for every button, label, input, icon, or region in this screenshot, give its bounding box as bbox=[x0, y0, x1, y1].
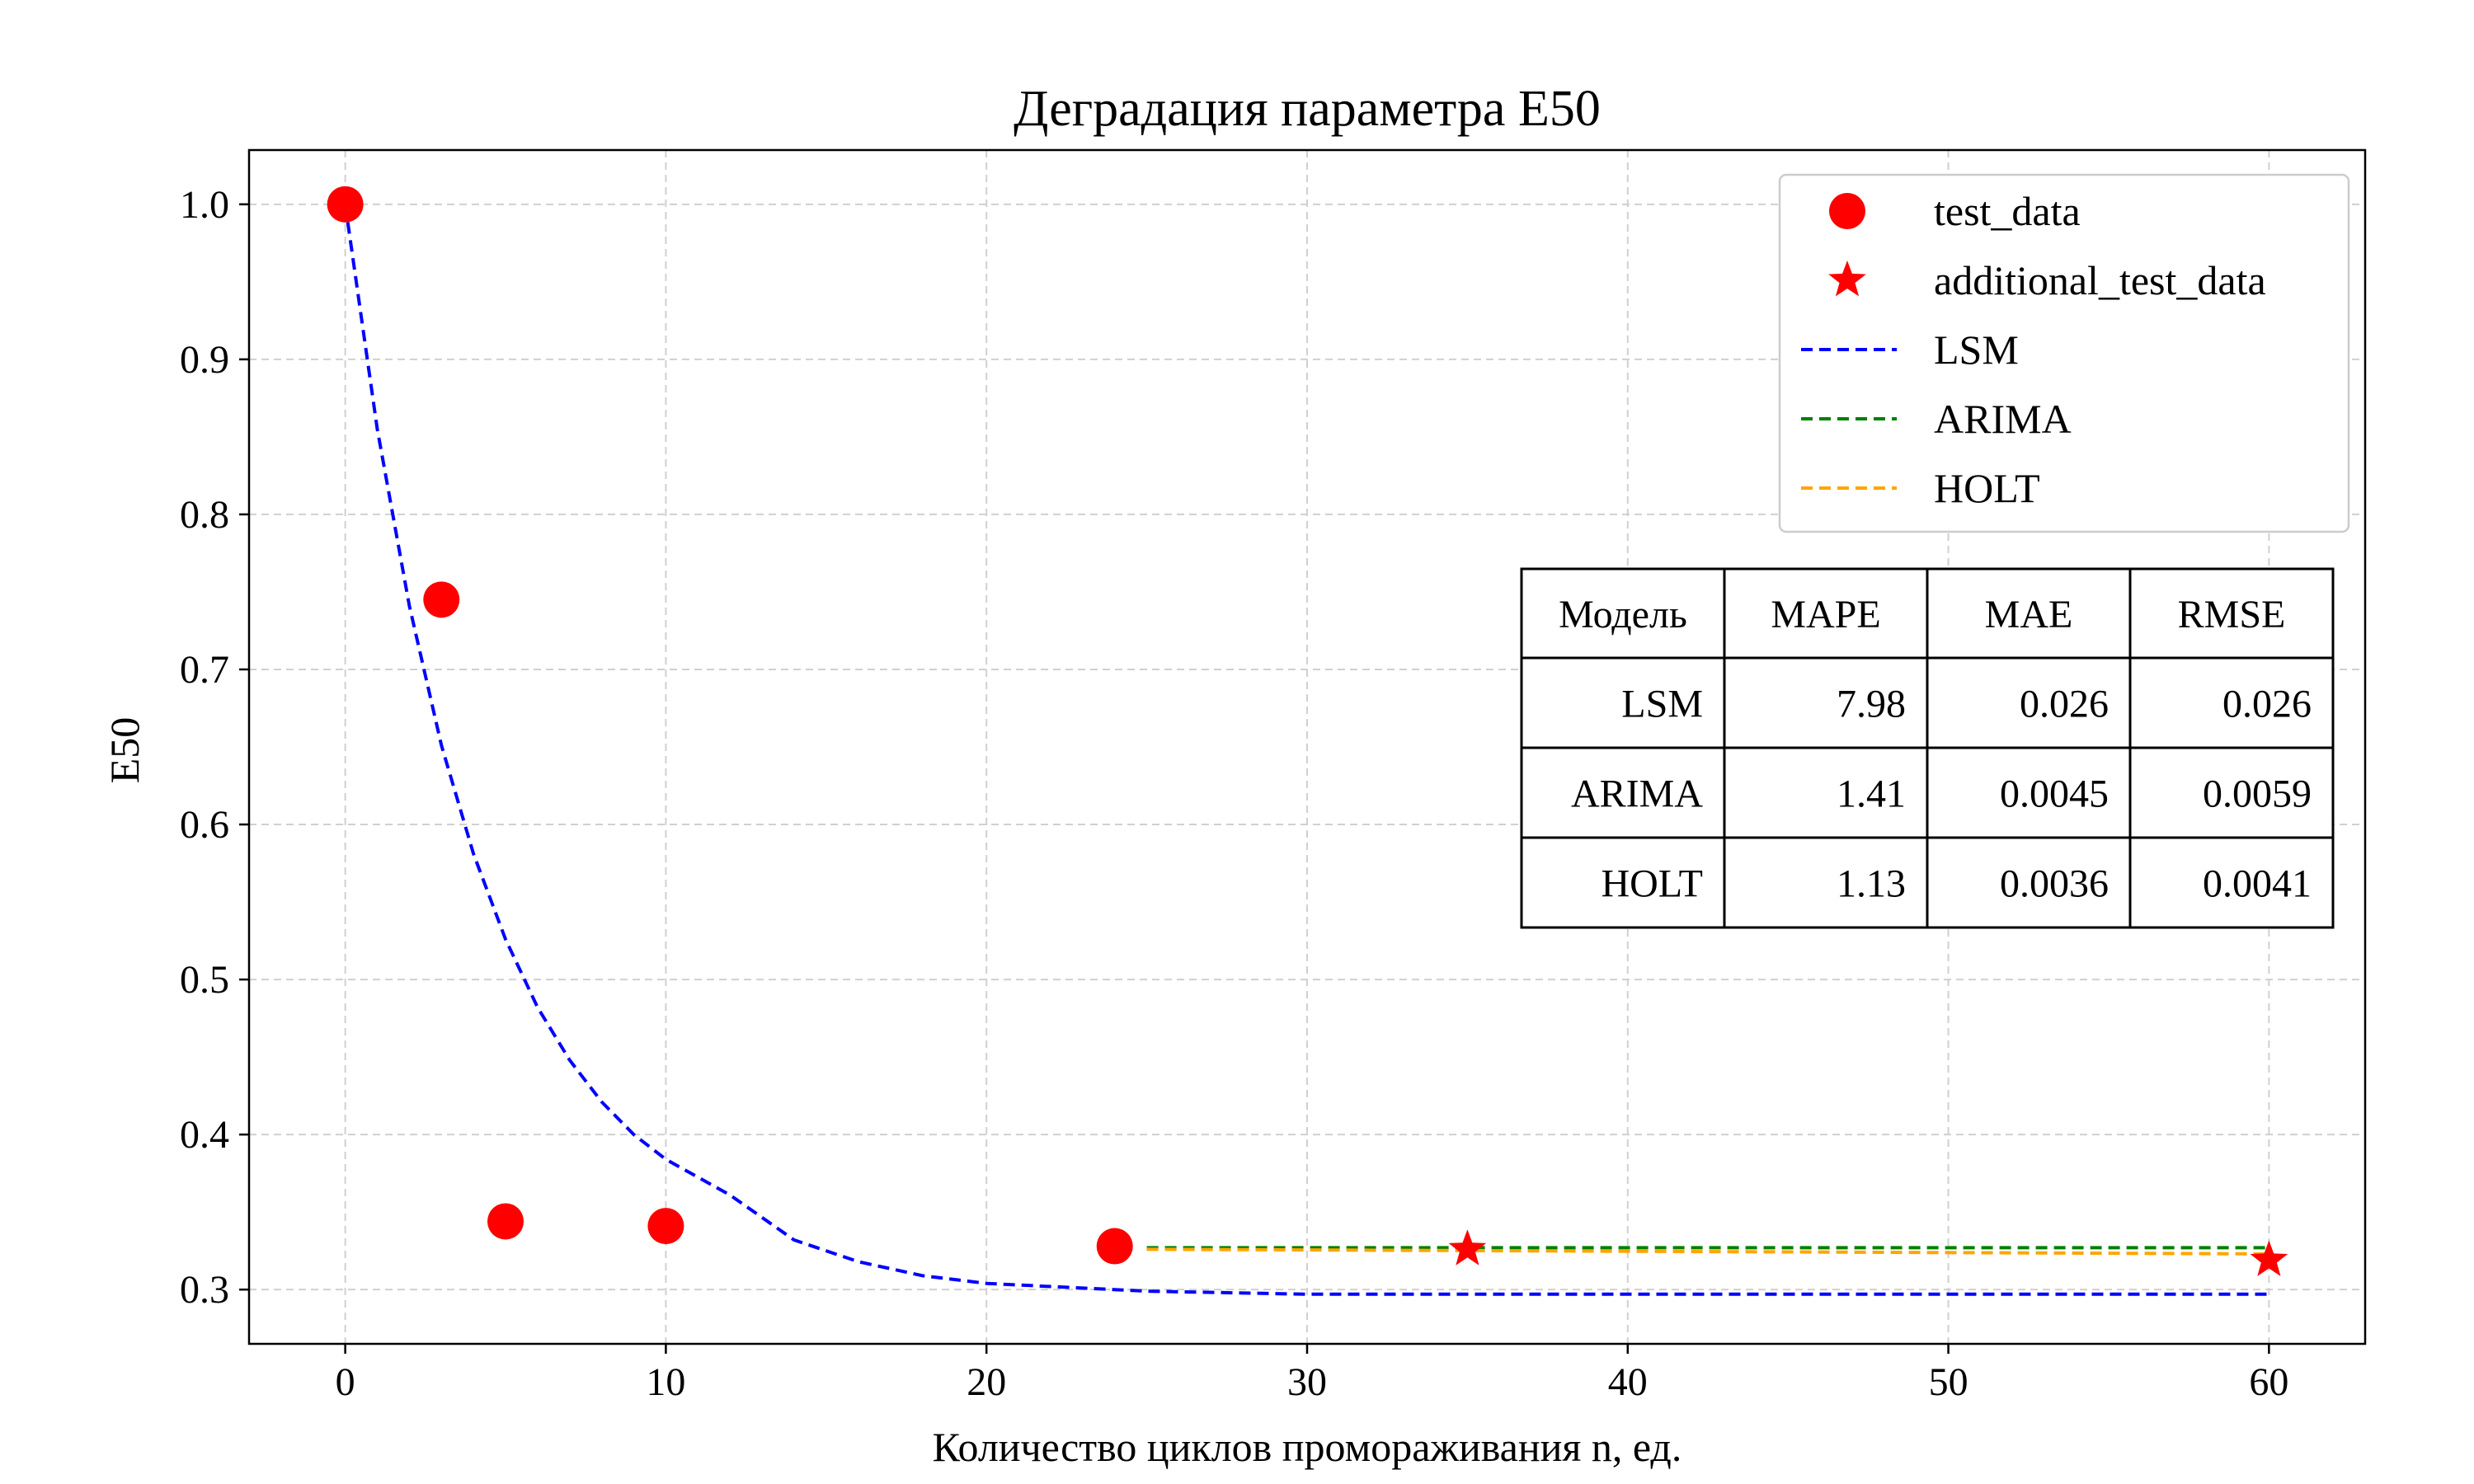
table-cell: ARIMA bbox=[1571, 773, 1703, 816]
table-cell: 0.0045 bbox=[2000, 773, 2109, 816]
table-cell: 0.0041 bbox=[2203, 862, 2312, 906]
legend-marker-star bbox=[1828, 261, 1866, 297]
x-tick-label: 30 bbox=[1287, 1360, 1327, 1404]
legend-label: ARIMA bbox=[1934, 396, 2072, 442]
series-line-holt bbox=[1146, 1247, 2269, 1256]
table-cell: 0.026 bbox=[2222, 683, 2312, 726]
series-layer bbox=[327, 186, 2288, 1296]
legend-label: LSM bbox=[1934, 326, 2019, 373]
table-cell: LSM bbox=[1621, 683, 1703, 726]
data-point-test-data bbox=[1096, 1228, 1133, 1265]
y-tick-label: 0.7 bbox=[180, 648, 229, 692]
data-point-test-data bbox=[423, 581, 460, 618]
legend-label: test_data bbox=[1934, 188, 2081, 234]
table-cell: 0.0059 bbox=[2203, 773, 2312, 816]
x-tick-label: 60 bbox=[2249, 1360, 2288, 1404]
legend: test_data additional_test_data LSM ARIMA HOL… bbox=[1778, 173, 2350, 533]
y-tick-label: 1.0 bbox=[180, 183, 229, 227]
table-header-cell: MAE bbox=[1985, 593, 2073, 636]
table-cell: 1.13 bbox=[1837, 862, 1906, 906]
y-axis-label: E50 bbox=[101, 717, 148, 784]
x-tick-label: 50 bbox=[1929, 1360, 1968, 1404]
y-tick-label: 0.5 bbox=[180, 958, 229, 1002]
y-tick-label: 0.3 bbox=[180, 1268, 229, 1312]
y-tick-label: 0.4 bbox=[180, 1113, 229, 1157]
data-point-test-data bbox=[487, 1203, 524, 1240]
metrics-table: Модель MAPE MAE RMSE LSM 7.98 0.026 0.026 ARIMA 1… bbox=[1520, 567, 2335, 929]
x-tick-label: 40 bbox=[1608, 1360, 1648, 1404]
x-tick-label: 10 bbox=[646, 1360, 685, 1404]
y-tick-label: 0.8 bbox=[180, 493, 229, 537]
table-header-cell: MAPE bbox=[1771, 593, 1880, 636]
table-cell: 7.98 bbox=[1837, 683, 1906, 726]
table-cell: HOLT bbox=[1601, 862, 1703, 906]
data-point-additional-test-data bbox=[2250, 1240, 2288, 1276]
x-axis-label: Количество циклов промораживания n, ед. bbox=[933, 1424, 1682, 1470]
legend-label: additional_test_data bbox=[1934, 257, 2266, 303]
data-point-additional-test-data bbox=[1448, 1229, 1487, 1266]
x-tick-label: 20 bbox=[967, 1360, 1006, 1404]
legend-box bbox=[1778, 173, 2350, 533]
table-header-cell: RMSE bbox=[2178, 593, 2286, 636]
data-point-test-data bbox=[327, 186, 364, 223]
table-header-cell: Модель bbox=[1559, 593, 1687, 636]
y-tick-label: 0.9 bbox=[180, 338, 229, 382]
table-cell: 0.0036 bbox=[2000, 862, 2109, 906]
x-tick-label: 0 bbox=[336, 1360, 355, 1404]
legend-label: HOLT bbox=[1934, 465, 2040, 511]
chart-title: Деградация параметра E50 bbox=[1014, 81, 1601, 137]
y-tick-label: 0.6 bbox=[180, 803, 229, 847]
table-cell: 0.026 bbox=[2020, 683, 2109, 726]
table-cell: 1.41 bbox=[1837, 773, 1906, 816]
axes: 0 10 20 30 40 50 60 0.3 0.4 0.5 0.6 0.7 0.8 0.9 1.0 bbox=[180, 148, 2367, 1404]
data-point-test-data bbox=[647, 1208, 684, 1245]
series-line-lsm bbox=[343, 204, 2269, 1296]
legend-marker-circle bbox=[1829, 193, 1865, 229]
